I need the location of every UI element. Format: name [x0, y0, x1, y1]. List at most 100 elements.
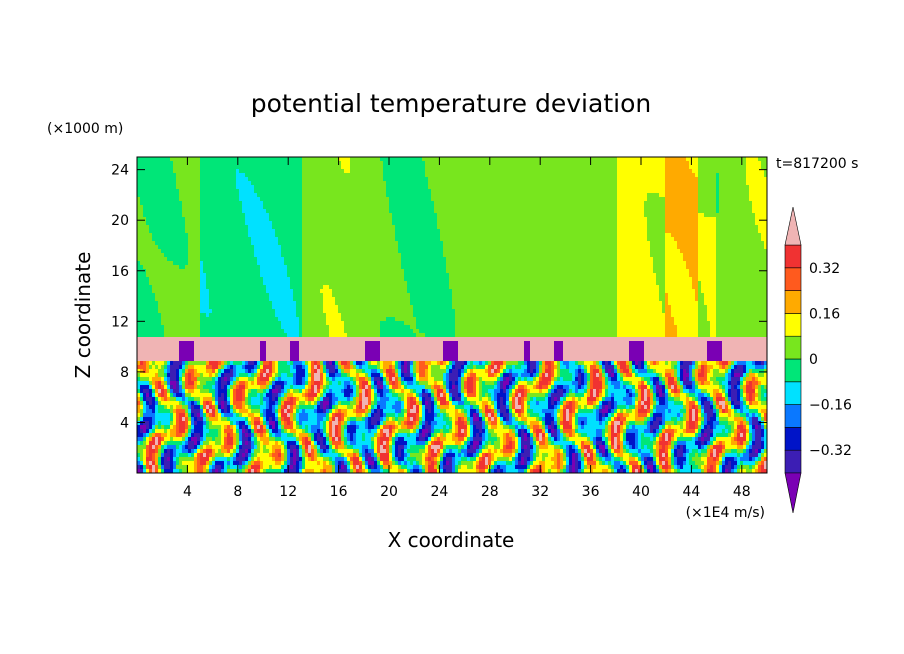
heatmap-cell	[404, 181, 408, 186]
heatmap-cell	[383, 165, 387, 170]
heatmap-cell	[404, 249, 408, 254]
heatmap-cell	[143, 217, 147, 222]
heatmap-cell	[329, 161, 333, 166]
heatmap-cell	[470, 217, 474, 222]
heatmap-cell	[593, 173, 597, 178]
heatmap-cell	[242, 245, 246, 250]
heatmap-cell	[260, 177, 264, 182]
heatmap-cell	[446, 237, 450, 242]
heatmap-cell	[584, 245, 588, 250]
heatmap-cell	[572, 205, 576, 210]
heatmap-cell	[587, 161, 591, 166]
heatmap-cell	[503, 217, 507, 222]
heatmap-cell	[467, 157, 471, 162]
heatmap-cell	[749, 229, 753, 234]
heatmap-cell	[290, 213, 294, 218]
heatmap-cell	[602, 173, 606, 178]
heatmap-cell	[407, 205, 411, 210]
heatmap-cell	[434, 157, 438, 162]
heatmap-cell	[572, 189, 576, 194]
heatmap-cell	[302, 165, 306, 170]
heatmap-cell	[329, 221, 333, 226]
heatmap-cell	[224, 237, 228, 242]
heatmap-cell	[485, 217, 489, 222]
heatmap-cell	[275, 241, 279, 246]
heatmap-cell	[368, 173, 372, 178]
heatmap-cell	[281, 221, 285, 226]
heatmap-cell	[680, 209, 684, 214]
heatmap-cell	[602, 241, 606, 246]
heatmap-cell	[719, 161, 723, 166]
heatmap-cell	[674, 189, 678, 194]
heatmap-cell	[716, 165, 720, 170]
heatmap-cell	[143, 229, 147, 234]
heatmap-cell	[476, 217, 480, 222]
heatmap-cell	[422, 185, 426, 190]
heatmap-cell	[413, 193, 417, 198]
heatmap-cell	[506, 157, 510, 162]
heatmap-cell	[605, 205, 609, 210]
heatmap-cell	[290, 201, 294, 206]
heatmap-cell	[542, 229, 546, 234]
heatmap-cell	[623, 221, 627, 226]
heatmap-cell	[539, 245, 543, 250]
heatmap-cell	[287, 193, 291, 198]
heatmap-cell	[140, 225, 144, 230]
heatmap-cell	[230, 169, 234, 174]
heatmap-cell	[230, 229, 234, 234]
heatmap-cell	[560, 197, 564, 202]
heatmap-cell	[491, 229, 495, 234]
heatmap-cell	[221, 245, 225, 250]
heatmap-cell	[635, 209, 639, 214]
heatmap-cell	[713, 205, 717, 210]
heatmap-cell	[290, 189, 294, 194]
heatmap-cell	[611, 173, 615, 178]
heatmap-cell	[149, 173, 153, 178]
heatmap-cell	[344, 165, 348, 170]
heatmap-cell	[737, 185, 741, 190]
heatmap-cell	[257, 201, 261, 206]
heatmap-cell	[626, 217, 630, 222]
heatmap-cell	[323, 193, 327, 198]
heatmap-cell	[653, 201, 657, 206]
heatmap-cell	[140, 213, 144, 218]
heatmap-cell	[281, 249, 285, 254]
heatmap-cell	[596, 237, 600, 242]
heatmap-cell	[326, 229, 330, 234]
heatmap-cell	[329, 249, 333, 254]
heatmap-cell	[317, 181, 321, 186]
heatmap-cell	[734, 177, 738, 182]
heatmap-cell	[551, 197, 555, 202]
heatmap-cell	[764, 177, 767, 182]
heatmap-cell	[317, 249, 321, 254]
heatmap-cell	[344, 217, 348, 222]
heatmap-cell	[569, 161, 573, 166]
heatmap-cell	[629, 233, 633, 238]
heatmap-cell	[689, 245, 693, 250]
heatmap-cell	[593, 201, 597, 206]
heatmap-cell	[557, 249, 561, 254]
heatmap-cell	[323, 229, 327, 234]
heatmap-cell	[584, 161, 588, 166]
heatmap-cell	[410, 237, 414, 242]
heatmap-cell	[719, 189, 723, 194]
heatmap-cell	[386, 241, 390, 246]
heatmap-cell	[359, 225, 363, 230]
heatmap-cell	[398, 237, 402, 242]
heatmap-cell	[377, 189, 381, 194]
heatmap-cell	[443, 169, 447, 174]
heatmap-cell	[428, 197, 432, 202]
heatmap-cell	[287, 229, 291, 234]
heatmap-cell	[647, 201, 651, 206]
heatmap-cell	[761, 237, 765, 242]
heatmap-cell	[488, 209, 492, 214]
heatmap-cell	[596, 217, 600, 222]
heatmap-cell	[437, 221, 441, 226]
heatmap-cell	[692, 245, 696, 250]
heatmap-cell	[617, 249, 621, 254]
heatmap-cell	[269, 169, 273, 174]
heatmap-cell	[356, 209, 360, 214]
heatmap-cell	[737, 213, 741, 218]
heatmap-cell	[275, 181, 279, 186]
heatmap-cell	[551, 213, 555, 218]
